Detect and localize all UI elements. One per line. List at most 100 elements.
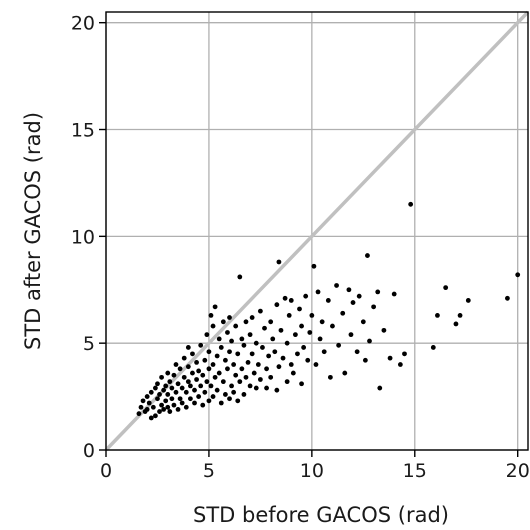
- scatter-point: [253, 340, 259, 346]
- scatter-point: [288, 298, 294, 303]
- scatter-point: [198, 342, 204, 348]
- scatter-point: [377, 385, 383, 391]
- scatter-point: [381, 327, 387, 333]
- scatter-point: [212, 304, 218, 310]
- scatter-point: [270, 336, 276, 342]
- scatter-point: [171, 372, 177, 378]
- scatter-point: [192, 387, 197, 393]
- scatter-point: [206, 366, 212, 372]
- scatter-point: [188, 383, 193, 389]
- scatter-point: [311, 263, 317, 269]
- scatter-point: [299, 323, 304, 329]
- scatter-point: [309, 312, 315, 318]
- scatter-point: [268, 374, 274, 380]
- scatter-point: [167, 379, 173, 385]
- scatter-point: [235, 398, 241, 404]
- scatter-point: [175, 407, 181, 412]
- scatter-point: [356, 293, 362, 299]
- scatter-point: [239, 336, 245, 342]
- scatter-point: [157, 392, 162, 397]
- scatter-point: [362, 357, 368, 363]
- scatter-point: [146, 400, 152, 406]
- scatter-point: [264, 385, 269, 391]
- scatter-point: [315, 289, 321, 295]
- scatter-point: [305, 357, 311, 363]
- scatter-point: [301, 345, 307, 350]
- scatter-point: [192, 400, 197, 406]
- scatter-point: [208, 383, 214, 389]
- scatter-point: [457, 312, 463, 318]
- scatter-point: [204, 379, 210, 385]
- y-tick-label: 0: [83, 440, 95, 462]
- scatter-point: [264, 366, 269, 372]
- scatter-point: [295, 351, 300, 357]
- scatter-point: [247, 332, 253, 338]
- scatter-point: [227, 315, 232, 320]
- scatter-point: [435, 312, 440, 318]
- y-axis-label: STD after GACOS (rad): [21, 112, 45, 350]
- x-tick-label: 0: [100, 460, 112, 482]
- scatter-point: [229, 383, 234, 389]
- x-tick-label: 10: [300, 460, 324, 482]
- scatter-point: [198, 383, 204, 389]
- scatter-point: [153, 413, 158, 419]
- scatter-point: [260, 345, 265, 350]
- scatter-point: [167, 409, 173, 414]
- scatter-point: [354, 349, 360, 355]
- scatter-point: [245, 360, 251, 365]
- scatter-point: [173, 389, 179, 395]
- scatter-point: [169, 396, 175, 402]
- scatter-point: [225, 366, 230, 372]
- scatter-point: [288, 362, 294, 367]
- scatter-point: [371, 304, 377, 310]
- scatter-point: [243, 319, 249, 325]
- scatter-point: [144, 407, 150, 412]
- scatter-point: [251, 370, 257, 376]
- scatter-point: [157, 409, 162, 414]
- scatter-point: [325, 298, 331, 303]
- scatter-point: [334, 283, 339, 288]
- scatter-point: [249, 315, 255, 320]
- scatter-point: [175, 381, 181, 387]
- scatter-point: [220, 319, 226, 325]
- scatter-point: [159, 374, 164, 380]
- scatter-point: [257, 308, 263, 314]
- scatter-point: [155, 396, 160, 402]
- x-tick-label: 15: [403, 460, 427, 482]
- scatter-point: [177, 366, 183, 372]
- scatter-point: [515, 272, 521, 278]
- identity-reference-line: [104, 10, 530, 452]
- scatter-point: [274, 387, 280, 393]
- scatter-point: [169, 385, 175, 391]
- scatter-point: [241, 392, 247, 397]
- scatter-point: [303, 293, 309, 299]
- scatter-point: [319, 319, 325, 325]
- scatter-point: [292, 332, 298, 338]
- scatter-point: [336, 342, 342, 348]
- scatter-point: [360, 319, 366, 325]
- scatter-point: [235, 351, 241, 357]
- scatter-point: [297, 306, 302, 312]
- scatter-point: [229, 338, 234, 344]
- scatter-point: [443, 285, 449, 291]
- scatter-point: [185, 379, 191, 385]
- scatter-point: [222, 357, 228, 363]
- scatter-point: [183, 389, 189, 395]
- scatter-point: [179, 400, 185, 406]
- y-tick-label: 15: [71, 120, 95, 142]
- scatter-point: [247, 383, 253, 389]
- scatter-point: [243, 374, 249, 380]
- scatter-point: [171, 402, 177, 408]
- scatter-point: [391, 291, 397, 297]
- scatter-point: [218, 345, 224, 350]
- scatter-point: [397, 362, 403, 367]
- scatter-point: [173, 362, 179, 367]
- scatter-point: [144, 394, 150, 399]
- scatter-point: [202, 389, 208, 395]
- scatter-point: [210, 323, 216, 329]
- scatter-point: [367, 338, 372, 344]
- scatter-point: [155, 381, 160, 387]
- scatter-point: [255, 362, 261, 367]
- scatter-point: [231, 389, 237, 395]
